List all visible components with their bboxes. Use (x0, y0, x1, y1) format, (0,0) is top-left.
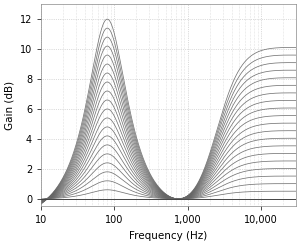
X-axis label: Frequency (Hz): Frequency (Hz) (129, 231, 208, 241)
Y-axis label: Gain (dB): Gain (dB) (4, 81, 14, 130)
